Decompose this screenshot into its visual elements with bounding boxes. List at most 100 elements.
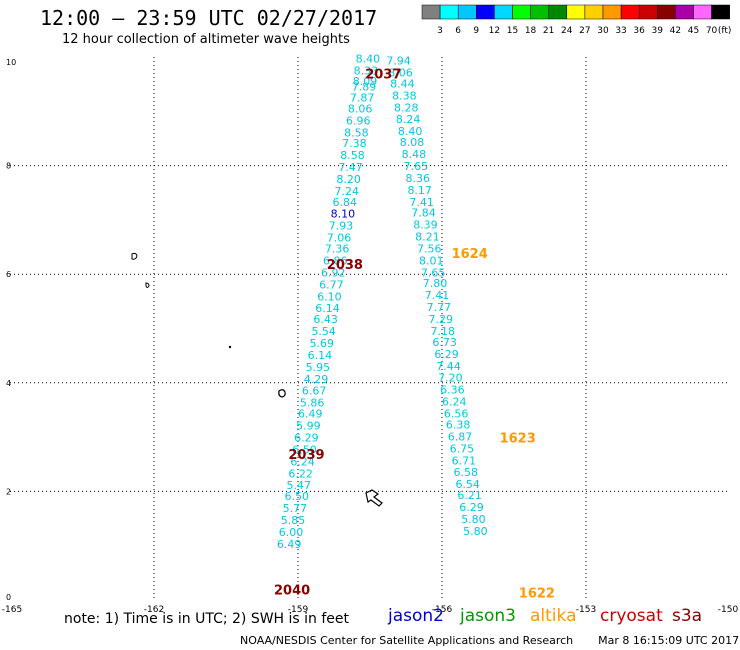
wave-height-value: 7.41	[425, 289, 450, 302]
wave-height-value: 6.92	[321, 266, 346, 279]
wave-height-value: 6.77	[319, 278, 344, 291]
colorbar-label: 27	[579, 26, 590, 36]
legend-cryosat: cryosat	[600, 606, 663, 626]
colorbar-swatch	[620, 4, 640, 20]
colorbar-swatch	[693, 4, 712, 20]
wave-height-value: 8.40	[356, 52, 381, 65]
footer: NOAA/NESDIS Center for Satellite Applica…	[240, 634, 739, 647]
wave-height-value: 6.49	[298, 408, 323, 421]
wave-height-value: 8.17	[407, 184, 432, 197]
wave-height-value: 6.38	[446, 418, 471, 431]
pass-time-label: 2038	[327, 258, 363, 273]
wave-height-value: 7.77	[427, 301, 452, 314]
colorbar-label: 3	[437, 26, 443, 36]
colorbar-label: 18	[525, 26, 537, 36]
wave-height-value: 6.24	[442, 396, 467, 409]
wave-height-value: 5.95	[306, 361, 331, 374]
colorbar-swatch	[457, 4, 477, 20]
wave-height-value: 6.75	[450, 442, 475, 455]
map-title: 12:00 – 23:59 UTC 02/27/2017	[40, 6, 378, 30]
wave-height-value: 7.65	[421, 266, 446, 279]
wave-height-value: 8.48	[402, 148, 427, 161]
colorbar-swatch	[602, 4, 622, 20]
wave-height-value: 7.24	[334, 185, 359, 198]
colorbar-swatch	[530, 4, 549, 20]
pass-time-label: 1623	[500, 432, 536, 447]
lon-tick-label: -165	[2, 605, 22, 615]
wave-height-value: 6.58	[454, 466, 479, 479]
wave-height-value: 5.99	[296, 419, 321, 432]
footer-timestamp: Mar 8 16:15:09 UTC 2017	[598, 634, 740, 647]
wave-height-value: 6.73	[432, 336, 457, 349]
wave-height-value: 6.86	[323, 254, 348, 267]
wave-height-value: 6.00	[279, 526, 304, 539]
wave-height-value: 5.47	[286, 479, 311, 492]
colorbar-swatch	[512, 4, 531, 20]
island-outlines	[131, 252, 383, 507]
colorbar-label: 9	[473, 26, 479, 36]
colorbar-swatch	[657, 4, 676, 20]
wave-height-value: 8.33	[354, 64, 379, 77]
wave-height-value: 7.29	[429, 313, 454, 326]
wave-height-value: 6.21	[457, 489, 482, 502]
wave-height-value: 7.80	[423, 277, 448, 290]
wave-height-value: 5.77	[283, 502, 308, 515]
wave-height-value: 6.14	[308, 349, 333, 362]
colorbar-swatch	[638, 4, 658, 20]
wave-height-value: 5.85	[281, 514, 306, 527]
wave-height-value: 6.10	[317, 290, 342, 303]
wave-height-value: 6.29	[459, 501, 484, 514]
colorbar-swatch	[566, 4, 586, 20]
wave-height-value: 8.39	[413, 219, 438, 232]
wave-height-value: 8.28	[394, 101, 419, 114]
island-outline	[278, 389, 286, 398]
wave-height-value: 8.06	[388, 67, 413, 80]
wave-height-value: 7.41	[409, 196, 434, 209]
wave-height-value: 6.71	[452, 454, 477, 467]
wave-height-value: 6.29	[434, 348, 459, 361]
wave-height-value: 5.86	[300, 397, 325, 410]
lat-lon-grid	[10, 57, 730, 600]
lat-tick-label: 2	[6, 487, 11, 496]
wave-height-value: 8.58	[344, 126, 369, 139]
wave-height-value: 7.87	[350, 92, 375, 105]
wave-height-value: 8.10	[331, 208, 356, 221]
wave-height-value: 8.09	[353, 75, 378, 88]
wave-height-value: 7.65	[404, 160, 429, 173]
lat-tick-label: 8	[6, 162, 11, 171]
map-subtitle: 12 hour collection of altimeter wave hei…	[62, 32, 350, 47]
island-outline	[145, 282, 150, 288]
colorbar-swatch	[421, 4, 441, 20]
island-outline	[228, 345, 232, 349]
wave-height-value: 8.40	[398, 125, 423, 138]
wave-height-value: 7.38	[342, 137, 367, 150]
wave-height-value: 7.47	[338, 161, 363, 174]
colorbar-swatch	[711, 4, 730, 20]
wave-height-value: 8.24	[396, 113, 421, 126]
colorbar-swatch	[494, 4, 513, 20]
altimeter-tracks: 8.408.338.097.897.878.066.968.587.388.58…	[277, 52, 488, 550]
wave-height-value: 8.38	[392, 89, 417, 102]
wave-height-value: 6.24	[290, 455, 315, 468]
wave-height-value: 8.21	[415, 231, 440, 244]
wave-height-value: 8.01	[419, 254, 444, 267]
footer-credit: NOAA/NESDIS Center for Satellite Applica…	[240, 634, 574, 647]
colorbar-swatch	[675, 4, 694, 20]
lon-tick-label: -162	[144, 605, 164, 615]
colorbar-label: 30	[597, 26, 609, 36]
colorbar-swatch	[476, 4, 495, 20]
wave-height-value: 7.89	[352, 81, 377, 94]
pass-time-label: 1622	[519, 586, 555, 601]
wave-height-value: 6.14	[315, 302, 340, 315]
colorbar-label: 39	[652, 26, 664, 36]
wave-height-value: 8.06	[348, 102, 373, 115]
colorbar-label: 70	[706, 26, 718, 36]
wave-height-value: 8.44	[390, 77, 415, 90]
wave-height-value: 7.94	[386, 55, 411, 68]
wave-height-value: 6.87	[448, 430, 473, 443]
lat-tick-label: 6	[6, 270, 11, 279]
wave-height-value: 6.67	[302, 385, 327, 398]
island-outline	[365, 489, 383, 507]
lon-tick-label: -156	[432, 605, 453, 615]
wave-height-value: 8.36	[406, 172, 431, 185]
